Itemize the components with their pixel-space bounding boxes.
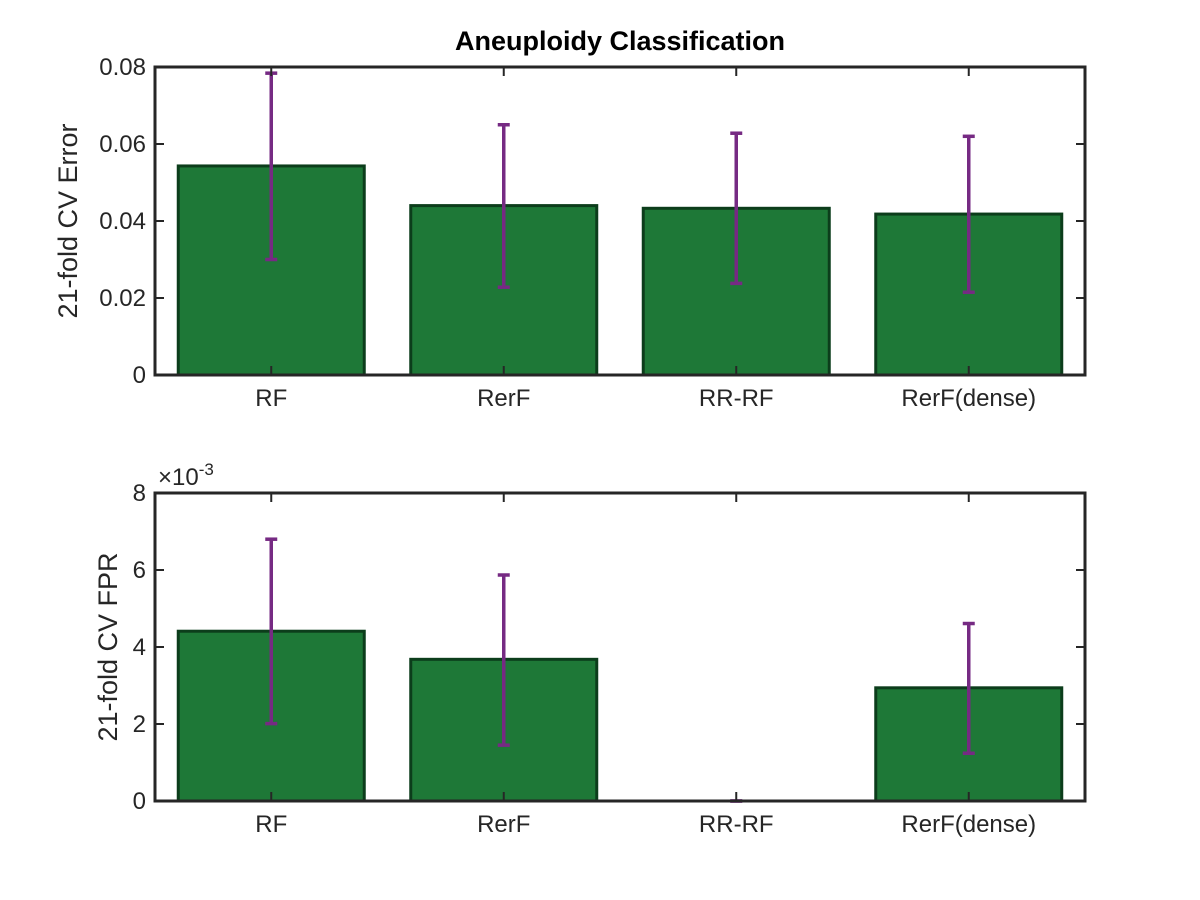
chart-title: Aneuploidy Classification: [455, 26, 785, 56]
y-exponent-label: ×10-3: [158, 460, 214, 491]
x-tick-label: RerF(dense): [901, 385, 1036, 412]
x-tick-label: RF: [255, 385, 287, 412]
error-bar-1: [497, 573, 510, 747]
exponent-power: -3: [199, 460, 214, 479]
error-bar-1: [497, 123, 510, 289]
axes-box: [153, 65, 1087, 377]
x-tick-label: RerF: [477, 811, 530, 838]
error-panel: RF RerF RR-RF RerF(dense) 0 0.02 0.04 0.06 0.08 2…: [53, 54, 1087, 412]
y-tick-label: 2: [133, 711, 146, 738]
error-bar-0: [265, 537, 278, 726]
x-tick-label: RR-RF: [699, 811, 774, 838]
x-tick-label: RerF(dense): [901, 811, 1036, 838]
error-bar-2: [730, 131, 743, 286]
exponent-base: ×10: [158, 464, 199, 491]
y-tick-label: 0.04: [99, 208, 146, 235]
y-tick-label: 0.06: [99, 131, 146, 158]
axes-box: [153, 491, 1087, 803]
y-tick-label: 0: [133, 788, 146, 815]
error-bar-3: [962, 134, 975, 294]
y-tick-label: 0.08: [99, 54, 146, 81]
y-tick-label: 8: [133, 480, 146, 507]
y-tick-label: 6: [133, 557, 146, 584]
x-tick-label: RR-RF: [699, 385, 774, 412]
x-tick-label: RerF: [477, 385, 530, 412]
x-tick-label: RF: [255, 811, 287, 838]
y-tick-label: 0.02: [99, 285, 146, 312]
y-axis-label: 21-fold CV Error: [53, 123, 83, 318]
y-axis-label: 21-fold CV FPR: [93, 552, 123, 741]
y-tick-label: 4: [133, 634, 146, 661]
y-tick-label: 0: [133, 362, 146, 389]
error-bar-3: [962, 621, 975, 756]
fpr-panel: RF RerF RR-RF RerF(dense) 0 2 4 6 8 21-fold CV FP…: [93, 460, 1087, 838]
